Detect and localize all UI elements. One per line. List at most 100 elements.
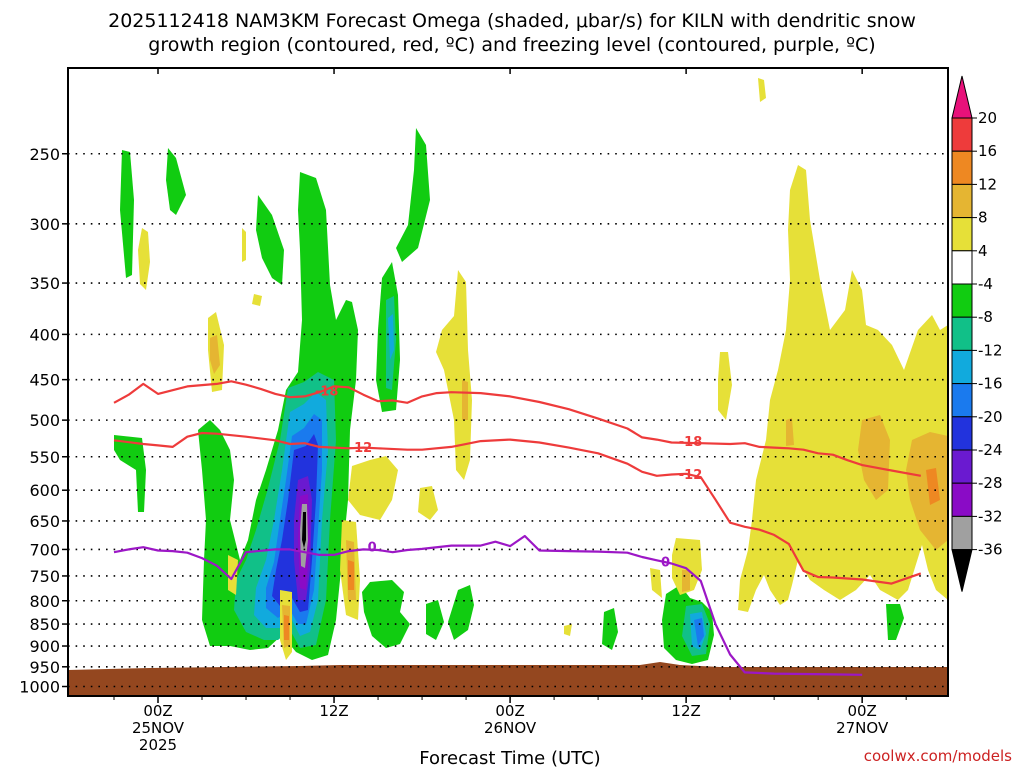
colorbar-label: -24: [978, 441, 1003, 459]
omega-region: [564, 624, 572, 636]
colorbar-swatch: [951, 482, 973, 517]
omega-region: [348, 560, 354, 590]
colorbar-swatch: [951, 316, 973, 351]
y-tick-label-1000: 1000: [19, 678, 60, 697]
omega-region: [906, 432, 948, 550]
contour-label: -18: [315, 385, 339, 400]
y-tick-label-300: 300: [29, 215, 60, 234]
contour-line--18: [113, 380, 921, 477]
omega-region: [672, 538, 702, 595]
colorbar-label: -28: [978, 474, 1003, 492]
omega-region: [114, 435, 146, 512]
contour-labels: -18 -12 -18 -12 0 0: [315, 385, 703, 571]
colorbar-swatch: [951, 150, 973, 185]
omega-region: [448, 585, 474, 640]
ground-surface: [68, 662, 948, 696]
omega-region: [396, 128, 430, 262]
omega-region: [138, 228, 150, 290]
y-tick-label-450: 450: [29, 371, 60, 390]
x-tick-label: 2025: [139, 736, 177, 754]
colorbar-label: 20: [978, 109, 997, 127]
x-tick-label: 00Z: [495, 702, 524, 720]
omega-region: [242, 228, 246, 262]
colorbar-label: -4: [978, 275, 993, 293]
colorbar-label: -36: [978, 541, 1003, 559]
colorbar-label: -32: [978, 507, 1003, 525]
colorbar-label: 16: [978, 142, 997, 160]
contour-label: -12: [349, 441, 373, 456]
y-tick-label-400: 400: [29, 325, 60, 344]
omega-region: [426, 600, 444, 640]
colorbar-swatch: [951, 416, 973, 451]
x-tick-label: 27NOV: [836, 719, 889, 737]
colorbar-swatch: [951, 250, 973, 285]
y-tick-label-250: 250: [29, 145, 60, 164]
x-tick-label: 12Z: [319, 702, 348, 720]
colorbar-swatch: [951, 349, 973, 385]
colorbar-bottom-arrow: [951, 549, 973, 592]
y-tick-label-550: 550: [29, 448, 60, 467]
colorbar-swatch: [951, 383, 973, 418]
y-tick-label-650: 650: [29, 512, 60, 531]
x-axis-label: Forecast Time (UTC): [419, 748, 600, 768]
y-tick-label-950: 950: [29, 658, 60, 677]
colorbar-label: 4: [978, 242, 988, 260]
omega-region: [166, 148, 186, 215]
omega-region: [758, 78, 766, 102]
credit-text: coolwx.com/models: [864, 747, 1012, 765]
colorbar-label: -20: [978, 408, 1003, 426]
omega-region: [418, 486, 438, 520]
contour-label: -18: [679, 435, 703, 450]
omega-region: [926, 468, 940, 505]
colorbar-top-arrow: [951, 75, 973, 119]
omega-region: [362, 580, 410, 648]
contour-label: 0: [661, 555, 670, 570]
omega-region: [436, 270, 472, 480]
colorbar-swatch: [951, 217, 973, 252]
omega-region: [694, 618, 704, 646]
omega-region: [718, 352, 732, 420]
omega-region: [252, 294, 262, 306]
colorbar-swatch: [951, 117, 973, 152]
y-tick-label-700: 700: [29, 540, 60, 559]
colorbar-label: 12: [978, 175, 997, 193]
contour-label: 0: [368, 541, 377, 556]
x-tick-label: 26NOV: [484, 719, 537, 737]
y-tick-label-850: 850: [29, 615, 60, 634]
y-tick-label-800: 800: [29, 592, 60, 611]
y-tick-label-350: 350: [29, 274, 60, 293]
contour-label: -12: [679, 468, 703, 483]
omega-region: [210, 335, 220, 374]
chart-title-line-2: growth region (contoured, red, ºC) and f…: [148, 34, 875, 56]
contour-line--12: [113, 431, 922, 585]
colorbar-label: 8: [978, 209, 988, 227]
colorbar-swatch: [951, 449, 973, 484]
colorbar-label: -16: [978, 375, 1003, 393]
omega-region: [256, 195, 284, 285]
x-tick-label: 12Z: [671, 702, 700, 720]
omega-shading: [114, 78, 948, 664]
colorbar-swatch: [951, 515, 973, 551]
y-tick-label-600: 600: [29, 481, 60, 500]
omega-region: [602, 608, 618, 650]
omega-region: [886, 604, 904, 640]
omega-region: [388, 314, 394, 360]
y-axis-pressure-ticks: 250 300 350 400 450 500 550 600 650 700 750 800 850 9…: [19, 145, 68, 697]
y-tick-label-500: 500: [29, 411, 60, 430]
omega-region: [650, 568, 662, 598]
omega-region: [738, 165, 948, 612]
y-tick-label-900: 900: [29, 637, 60, 656]
chart-title-line-1: 2025112418 NAM3KM Forecast Omega (shaded…: [108, 10, 916, 32]
omega-region: [284, 615, 289, 640]
x-tick-label: 25NOV: [132, 719, 185, 737]
omega-region: [682, 570, 690, 592]
omega-colorbar: 20 16 12 8 4 -4 -8 -12 -16 -20 -24 -28 -32 -36: [951, 75, 1003, 592]
y-tick-label-750: 750: [29, 567, 60, 586]
colorbar-swatch: [951, 283, 973, 318]
omega-region: [462, 380, 468, 420]
colorbar-swatch: [951, 183, 973, 219]
x-tick-label: 00Z: [143, 702, 172, 720]
plot-frame: [67, 67, 949, 697]
